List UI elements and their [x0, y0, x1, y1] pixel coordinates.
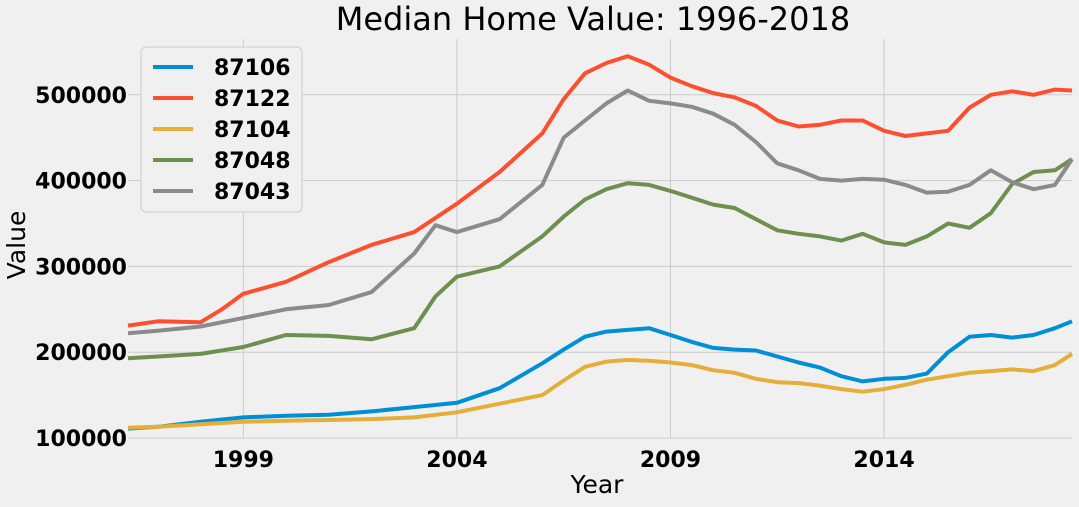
legend: 87106 87122 87104 87048 87043 [140, 46, 303, 213]
y-tick-label: 500000 [35, 84, 127, 109]
x-tick-label: 2009 [640, 448, 701, 473]
x-axis-title: Year [570, 470, 625, 499]
legend-label-87106: 87106 [214, 56, 291, 81]
series-line-87122 [127, 54, 1073, 328]
legend-label-87048: 87048 [214, 149, 291, 174]
y-tick-label: 200000 [35, 341, 127, 366]
legend-label-87043: 87043 [214, 180, 291, 205]
y-tick-label: 400000 [35, 170, 127, 195]
y-axis-title: Value [2, 211, 31, 280]
series-layer [127, 54, 1074, 431]
series-line-87106 [127, 319, 1073, 431]
x-tick-label: 2014 [853, 448, 914, 473]
x-tick-label: 2004 [426, 448, 487, 473]
tick-labels: 100000 200000 300000 400000 500000 1999 2004 20… [35, 84, 915, 473]
series-line-87104 [127, 352, 1074, 430]
legend-label-87122: 87122 [214, 87, 291, 112]
series-line-87043 [127, 88, 1074, 336]
legend-label-87104: 87104 [214, 118, 291, 143]
chart-title: Median Home Value: 1996-2018 [336, 0, 850, 38]
x-tick-label: 1999 [213, 448, 274, 473]
legend-box [140, 46, 303, 213]
y-tick-label: 100000 [35, 427, 127, 452]
series-line-87048 [127, 157, 1074, 361]
y-tick-label: 300000 [35, 255, 127, 280]
